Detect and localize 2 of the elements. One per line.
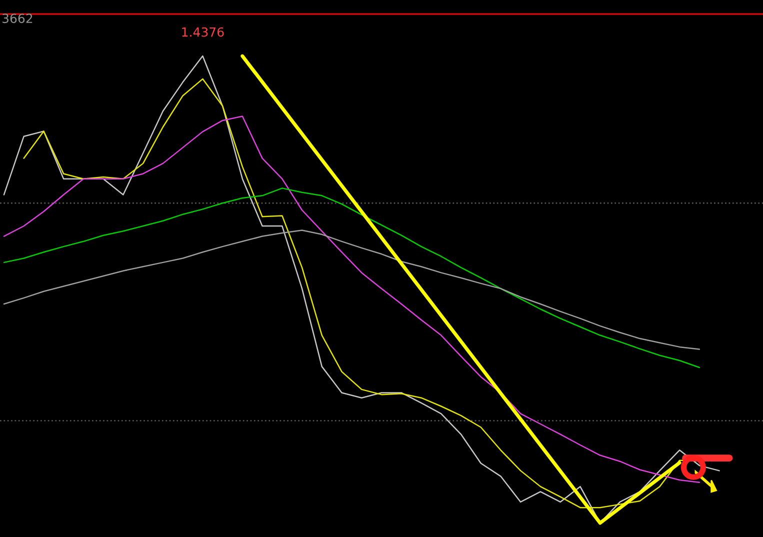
text: 3662 <box>2 14 32 24</box>
text: 1.4376 <box>182 27 224 37</box>
